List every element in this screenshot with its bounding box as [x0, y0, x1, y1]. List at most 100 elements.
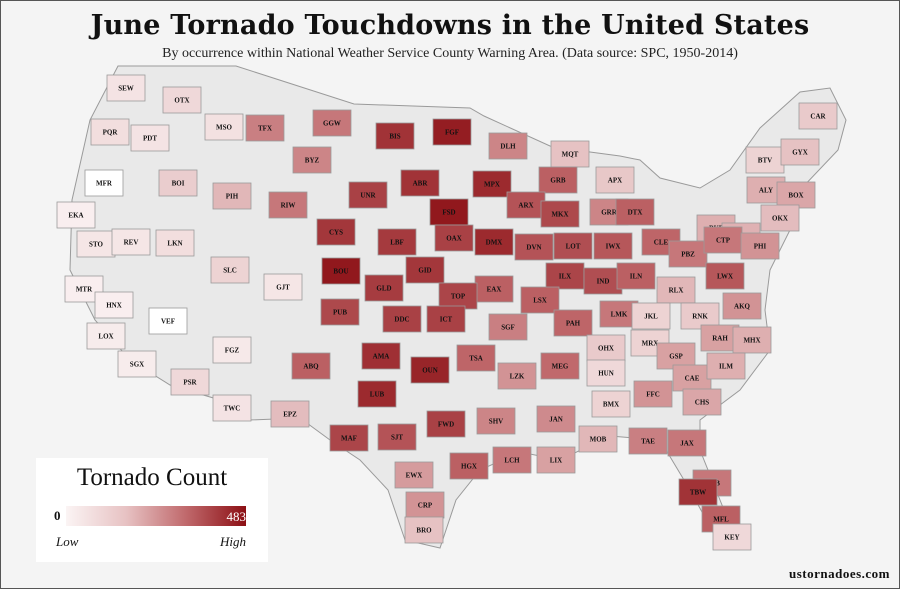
cwa-label: BIS [389, 133, 400, 141]
cwa-eka: EKA [56, 201, 96, 229]
cwa-gid: GID [405, 256, 445, 284]
cwa-region [449, 452, 489, 480]
cwa-iln: ILN [616, 262, 656, 290]
cwa-lbf: LBF [377, 228, 417, 256]
cwa-region [591, 390, 631, 418]
cwa-region [536, 446, 576, 474]
cwa-label: ILN [630, 273, 642, 281]
cwa-label: SJT [391, 434, 403, 442]
cwa-label: CTP [716, 237, 731, 245]
cwa-region [426, 305, 466, 333]
cwa-label: GRB [550, 177, 566, 185]
cwa-region [553, 309, 593, 337]
legend-low-label: Low [56, 534, 79, 549]
cwa-label: ARX [518, 202, 533, 210]
cwa-jan: JAN [536, 405, 576, 433]
cwa-twc: TWC [212, 394, 252, 422]
cwa-region [520, 286, 560, 314]
cwa-label: REV [124, 239, 139, 247]
cwa-label: TBW [690, 489, 706, 497]
cwa-cae: CAE [672, 364, 712, 392]
cwa-label: SGX [130, 361, 144, 369]
cwa-region [292, 146, 332, 174]
cwa-bis: BIS [375, 122, 415, 150]
cwa-region [776, 181, 816, 209]
cwa-label: MEG [552, 363, 569, 371]
cwa-region [578, 425, 618, 453]
cwa-label: HNX [106, 302, 122, 310]
cwa-label: CAR [810, 113, 826, 121]
cwa-region [667, 429, 707, 457]
cwa-region [212, 182, 252, 210]
cwa-label: LOT [566, 243, 581, 251]
cwa-label: ICT [440, 316, 453, 324]
cwa-region [400, 169, 440, 197]
cwa-region [456, 344, 496, 372]
cwa-cys: CYS [316, 218, 356, 246]
cwa-label: OUN [422, 367, 438, 375]
cwa-region [111, 228, 151, 256]
legend-color-bar [66, 506, 246, 526]
cwa-label: ILM [719, 363, 733, 371]
cwa-eax: EAX [474, 275, 514, 303]
cwa-label: HUN [598, 370, 614, 378]
cwa-label: LUB [370, 391, 385, 399]
cwa-label: ABR [413, 180, 429, 188]
cwa-region [615, 198, 655, 226]
cwa-region [712, 523, 752, 551]
cwa-label: CLE [654, 239, 669, 247]
cwa-region [86, 322, 126, 350]
cwa-region [656, 276, 696, 304]
cwa-rlx: RLX [656, 276, 696, 304]
cwa-label: HGX [461, 463, 477, 471]
cwa-btv: BTV [745, 146, 785, 174]
cwa-region [212, 394, 252, 422]
cwa-region [595, 166, 635, 194]
cwa-ewx: EWX [394, 461, 434, 489]
cwa-label: PUB [333, 309, 347, 317]
cwa-label: MSO [216, 124, 233, 132]
cwa-psr: PSR [170, 368, 210, 396]
cwa-label: TFX [258, 125, 272, 133]
cwa-epz: EPZ [270, 400, 310, 428]
cwa-label: ALY [759, 187, 773, 195]
cwa-mfr: MFR [84, 169, 124, 197]
cwa-region [472, 170, 512, 198]
cwa-lzk: LZK [497, 362, 537, 390]
cwa-label: RIW [281, 202, 296, 210]
cwa-region [210, 256, 250, 284]
cwa-ffc: FFC [633, 380, 673, 408]
cwa-region [631, 302, 671, 330]
cwa-region [212, 336, 252, 364]
cwa-label: LMK [611, 311, 628, 319]
cwa-label: MFR [96, 180, 113, 188]
cwa-label: GLD [376, 285, 391, 293]
cwa-okx: OKX [760, 204, 800, 232]
cwa-dvn: DVN [514, 233, 554, 261]
cwa-region [377, 228, 417, 256]
legend-high-label: High [220, 534, 246, 549]
cwa-label: MFL [713, 516, 729, 524]
cwa-label: IND [597, 278, 610, 286]
cwa-region [84, 169, 124, 197]
cwa-iwx: IWX [593, 232, 633, 260]
cwa-bou: BOU [321, 257, 361, 285]
cwa-label: LBF [390, 239, 404, 247]
cwa-label: DLH [500, 143, 516, 151]
cwa-region [540, 200, 580, 228]
cwa-region [514, 233, 554, 261]
cwa-region [170, 368, 210, 396]
cwa-label: LOX [98, 333, 113, 341]
cwa-bmx: BMX [591, 390, 631, 418]
cwa-byz: BYZ [292, 146, 332, 174]
cwa-region [506, 191, 546, 219]
cwa-meg: MEG [540, 352, 580, 380]
cwa-region [405, 491, 445, 519]
cwa-region [361, 342, 401, 370]
cwa-pdt: PDT [130, 124, 170, 152]
cwa-label: RLX [669, 287, 684, 295]
cwa-region [550, 140, 590, 168]
cwa-region [438, 282, 478, 310]
cwa-label: MTR [76, 286, 93, 294]
cwa-label: ABQ [303, 363, 319, 371]
